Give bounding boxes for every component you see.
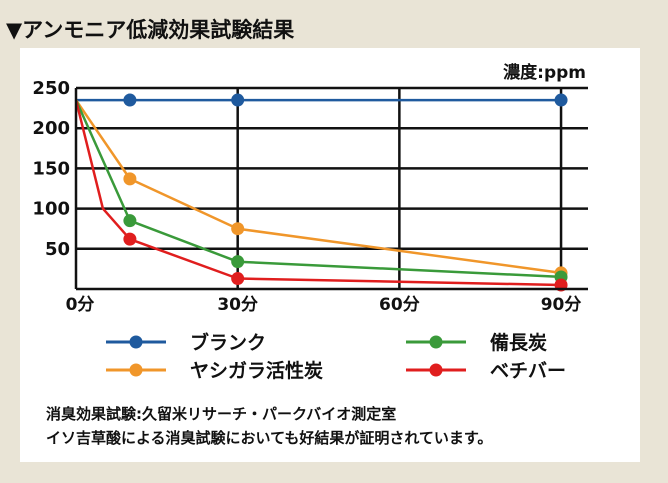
notes-line-2: イソ吉草酸による消臭試験においても好結果が証明されています。 <box>46 429 493 447</box>
y-tick-label: 200 <box>32 118 70 139</box>
legend-label: ブランク <box>190 331 266 354</box>
y-tick-label: 100 <box>32 199 70 220</box>
series-0 <box>76 93 568 107</box>
legend-label: ヤシガラ活性炭 <box>190 359 323 382</box>
data-point <box>123 93 137 107</box>
y-tick-label: 150 <box>32 158 70 179</box>
series-line <box>74 99 562 279</box>
legend-label: 備長炭 <box>490 331 547 354</box>
legend-label: ベチバー <box>490 360 566 382</box>
data-point <box>123 172 137 186</box>
notes: 消臭効果試験:久留米リサーチ・パークバイオ測定室 イソ吉草酸による消臭試験におい… <box>46 402 492 450</box>
legend-swatch-marker <box>129 363 143 377</box>
y-tick-label: 250 <box>32 78 70 99</box>
notes-line-1: 消臭効果試験:久留米リサーチ・パークバイオ測定室 <box>46 405 397 423</box>
ammonia-line-chart: 250 200 150 100 50 0分 30分 60分 90分 濃度:ppm ブランク 備長炭ヤ… <box>32 62 588 382</box>
x-tick-label: 90分 <box>541 295 582 315</box>
y-tick-label: 50 <box>45 239 70 260</box>
chart-card: 250 200 150 100 50 0分 30分 60分 90分 濃度:ppm ブランク 備長炭ヤ… <box>20 48 640 462</box>
data-point <box>123 214 137 228</box>
legend-swatch-marker <box>429 335 443 349</box>
legend-swatch-marker <box>129 335 143 349</box>
series-line <box>74 99 562 275</box>
unit-label: 濃度:ppm <box>503 62 586 83</box>
legend-item: ヤシガラ活性炭 <box>106 359 323 382</box>
legend-item: ブランク <box>106 331 266 354</box>
data-point <box>123 232 137 246</box>
x-tick-label: 60分 <box>379 295 420 315</box>
x-tick-label: 0分 <box>66 295 95 315</box>
legend-swatch-marker <box>429 363 443 377</box>
legend-item: ベチバー <box>406 360 566 382</box>
data-point <box>554 93 568 107</box>
x-tick-label: 30分 <box>217 295 258 315</box>
data-point <box>231 93 245 107</box>
legend-item: 備長炭 <box>406 331 547 354</box>
data-point <box>231 222 245 236</box>
data-point <box>231 255 245 269</box>
data-point <box>231 272 245 286</box>
page-title: ▼アンモニア低減効果試験結果 <box>6 18 295 42</box>
